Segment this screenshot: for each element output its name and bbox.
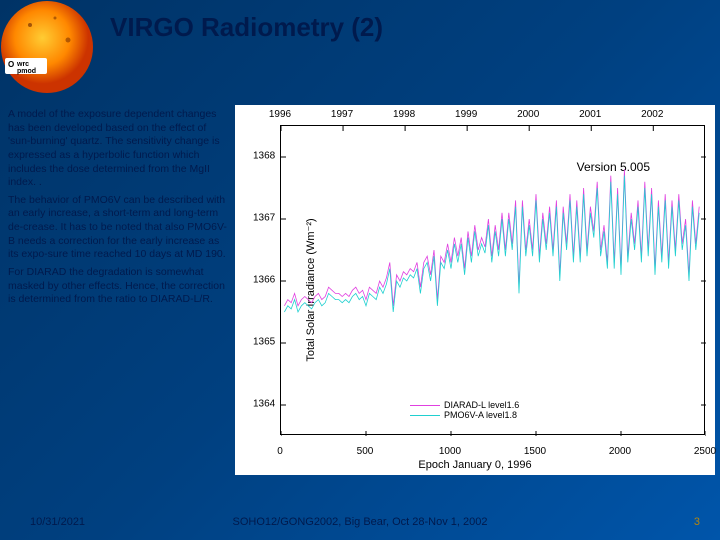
logo-label-1: wrc xyxy=(16,61,29,68)
chart-ytick: 1366 xyxy=(253,275,275,286)
svg-text:O: O xyxy=(8,60,14,69)
tsi-chart: Total Solar Irradiance (Wm⁻²) Epoch Janu… xyxy=(235,105,715,475)
chart-xtick-top: 2002 xyxy=(641,109,663,120)
chart-xtick: 1500 xyxy=(524,446,546,457)
chart-ytick: 1367 xyxy=(253,213,275,224)
paragraph-1: A model of the exposure dependent change… xyxy=(8,108,230,190)
chart-xtick-top: 2000 xyxy=(517,109,539,120)
chart-legend: DIARAD-L level1.6 PMO6V-A level1.8 xyxy=(410,400,519,420)
chart-xlabel: Epoch January 0, 1996 xyxy=(418,459,531,471)
footer-date: 10/31/2021 xyxy=(30,516,85,528)
chart-xtick: 0 xyxy=(277,446,283,457)
chart-xtick-top: 1998 xyxy=(393,109,415,120)
chart-ytick: 1365 xyxy=(253,337,275,348)
chart-xtick-top: 2001 xyxy=(579,109,601,120)
footer-center: SOHO12/GONG2002, Big Bear, Oct 28-Nov 1,… xyxy=(233,516,488,528)
chart-xtick: 2000 xyxy=(609,446,631,457)
chart-xtick: 2500 xyxy=(694,446,716,457)
paragraph-2: The behavior of PMO6V can be described w… xyxy=(8,194,230,262)
body-text: A model of the exposure dependent change… xyxy=(8,108,230,311)
paragraph-3: For DIARAD the degradation is somewhat m… xyxy=(8,266,230,307)
chart-xtick-top: 1997 xyxy=(331,109,353,120)
footer-page: 3 xyxy=(694,516,700,528)
chart-xtick-top: 1999 xyxy=(455,109,477,120)
chart-xtick-top: 1996 xyxy=(269,109,291,120)
chart-xtick: 1000 xyxy=(439,446,461,457)
legend-label-0: DIARAD-L level1.6 xyxy=(444,400,519,410)
legend-label-1: PMO6V-A level1.8 xyxy=(444,410,517,420)
sun-logo: O wrc pmod xyxy=(0,0,95,95)
logo-label-2: pmod xyxy=(17,68,36,75)
chart-ytick: 1368 xyxy=(253,151,275,162)
chart-plot-area xyxy=(280,125,705,435)
slide-title: VIRGO Radiometry (2) xyxy=(110,12,383,43)
chart-ytick: 1364 xyxy=(253,399,275,410)
chart-xtick: 500 xyxy=(357,446,374,457)
